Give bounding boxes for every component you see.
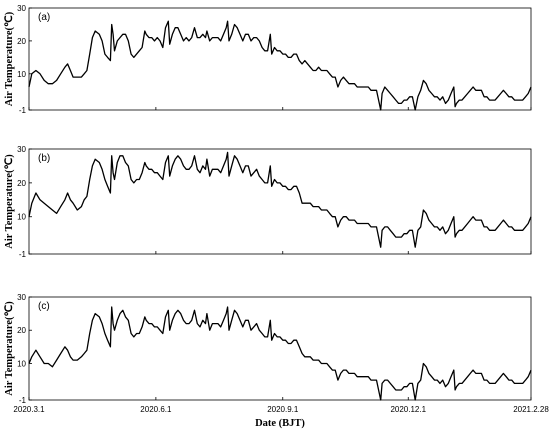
y-tick-label: -1 — [19, 396, 27, 405]
x-tick-label: 2021.2.28 — [513, 405, 549, 414]
x-tick-label: 2020.12.1 — [390, 405, 426, 414]
x-tick-label: 2020.9.1 — [267, 405, 299, 414]
temperature-series-line — [28, 151, 532, 248]
panel-label: (b) — [38, 153, 50, 164]
y-tick-label: 20 — [17, 179, 26, 188]
y-tick-label: 30 — [17, 293, 26, 302]
temperature-series-line — [28, 306, 532, 401]
y-tick-label: 20 — [17, 37, 26, 46]
y-tick-label: 10 — [17, 213, 26, 222]
y-tick-label: -1 — [19, 106, 27, 115]
panel-label: (c) — [38, 301, 50, 312]
y-axis-title: Air Temperature(℃) — [3, 11, 15, 106]
plot-frame — [28, 7, 532, 111]
x-tick-label: 2020.3.1 — [13, 405, 45, 414]
y-tick-label: 20 — [17, 326, 26, 335]
plot-frame — [28, 296, 532, 401]
y-tick-label: 30 — [17, 145, 26, 154]
y-tick-label: -1 — [19, 250, 27, 259]
y-tick-label: 10 — [17, 359, 26, 368]
x-axis-title: Date (BJT) — [255, 418, 305, 429]
plot-frame — [28, 148, 532, 255]
panel-2: -1 10 20 30 (b) Air Temperature(℃) — [3, 145, 532, 259]
x-tick-label: 2020.6.1 — [140, 405, 172, 414]
y-axis-title: Air Temperature(℃) — [3, 154, 15, 249]
y-tick-label: 10 — [17, 70, 26, 79]
y-axis-title: Air Temperature(℃) — [3, 301, 15, 396]
panel-3: -1 10 20 30 (c) Air Temperature(℃) — [3, 293, 532, 405]
panel-1: -1 10 20 30 (a) Air Temperature(℃) — [3, 4, 532, 115]
panel-label: (a) — [38, 12, 50, 23]
y-tick-label: 30 — [17, 4, 26, 13]
temperature-series-line — [28, 20, 532, 111]
